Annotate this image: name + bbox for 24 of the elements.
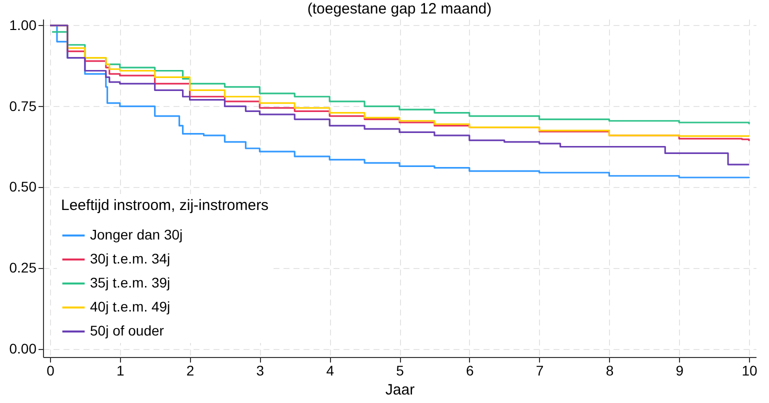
x-tick-label: 0 [46,362,55,378]
x-tick-label: 7 [536,362,544,378]
legend-label: 35j t.e.m. 39j [90,274,170,290]
legend-label: 50j of ouder [90,322,164,338]
x-tick-label: 6 [466,362,474,378]
x-tick-label: 4 [326,362,334,378]
y-tick-label: 0.75 [9,98,37,114]
x-tick-label: 2 [186,362,194,378]
y-tick-label: 0.50 [9,178,37,195]
y-tick-label: 0.25 [9,260,37,276]
x-tick-label: 1 [116,362,124,378]
chart-subtitle: (toegestane gap 12 maand) [307,0,492,18]
legend-label: Jonger dan 30j [90,226,183,242]
x-tick-label: 10 [742,362,758,378]
legend-label: 40j t.e.m. 49j [90,298,170,314]
y-tick-label: 1.00 [9,16,37,33]
x-tick-label: 8 [606,362,614,378]
x-tick-label: 3 [256,362,264,378]
x-axis-title: Jaar [385,382,415,398]
y-tick-label: 0.00 [9,340,37,356]
legend-label: 30j t.e.m. 34j [90,250,170,266]
x-tick-label: 9 [676,362,684,378]
legend-title: Leeftijd instroom, zij-instromers [61,197,269,214]
x-tick-label: 5 [396,362,404,378]
